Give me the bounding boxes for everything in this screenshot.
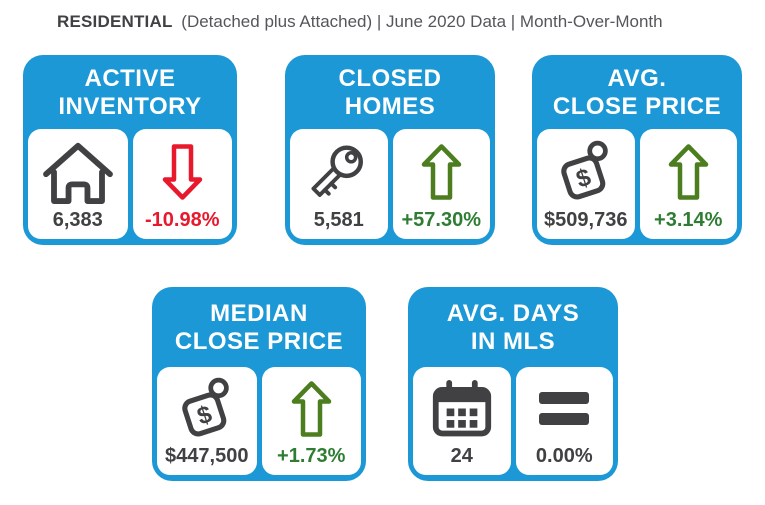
- metric-value: 6,383: [52, 209, 103, 231]
- metric-value: $447,500: [165, 445, 249, 467]
- metric-value: 5,581: [313, 209, 364, 231]
- metric-change: +1.73%: [277, 445, 346, 467]
- metric-change: -10.98%: [145, 209, 220, 231]
- value-panel: $ $509,736: [537, 129, 635, 239]
- header: RESIDENTIAL (Detached plus Attached) | J…: [57, 10, 663, 34]
- metric-card-avg-days-in-mls: AVG. DAYS IN MLS 24: [408, 287, 618, 481]
- card-title: CLOSED HOMES: [290, 57, 490, 129]
- card-title: AVG. DAYS IN MLS: [413, 289, 613, 367]
- metric-change: 0.00%: [535, 445, 593, 467]
- card-title-line1: MEDIAN: [210, 300, 308, 327]
- card-title-line1: AVG. DAYS: [446, 300, 580, 327]
- value-panel: 5,581: [290, 129, 388, 239]
- card-body: $ $447,500 +1.73%: [157, 367, 361, 475]
- metric-value: $509,736: [544, 209, 628, 231]
- up-arrow-icon: [289, 373, 334, 444]
- card-title: ACTIVE INVENTORY: [28, 57, 232, 129]
- metric-value: 24: [450, 445, 473, 467]
- header-subtitle: (Detached plus Attached) | June 2020 Dat…: [181, 12, 663, 31]
- card-title: MEDIAN CLOSE PRICE: [157, 289, 361, 367]
- card-body: 5,581 +57.30%: [290, 129, 490, 239]
- value-panel: $ $447,500: [157, 367, 257, 475]
- metric-card-median-close-price: MEDIAN CLOSE PRICE $ $447,500: [152, 287, 366, 481]
- metric-change: +57.30%: [401, 209, 481, 231]
- change-panel: +57.30%: [392, 129, 490, 239]
- value-panel: 24: [413, 367, 511, 475]
- card-title-line2: INVENTORY: [58, 93, 202, 120]
- card-title-line1: AVG.: [607, 65, 667, 92]
- card-title-line2: CLOSE PRICE: [552, 93, 722, 120]
- card-title: AVG. CLOSE PRICE: [537, 57, 737, 129]
- key-icon: [307, 135, 371, 208]
- up-arrow-icon: [419, 135, 464, 208]
- price-tag-icon: $: [172, 373, 242, 444]
- down-arrow-icon: [160, 135, 205, 208]
- card-body: 24 0.00%: [413, 367, 613, 475]
- house-icon: [40, 135, 116, 208]
- metric-card-avg-close-price: AVG. CLOSE PRICE $ $509,736: [532, 55, 742, 245]
- change-panel: -10.98%: [132, 129, 232, 239]
- price-tag-icon: $: [551, 135, 621, 208]
- card-title-line1: ACTIVE: [84, 65, 176, 92]
- change-panel: 0.00%: [515, 367, 613, 475]
- value-panel: 6,383: [28, 129, 128, 239]
- calendar-icon: [430, 373, 494, 444]
- equals-icon: [539, 373, 590, 444]
- card-title-line1: CLOSED: [338, 65, 442, 92]
- metric-card-active-inventory: ACTIVE INVENTORY 6,383 -10.9: [23, 55, 237, 245]
- header-brand: RESIDENTIAL: [57, 12, 173, 31]
- metric-card-closed-homes: CLOSED HOMES 5,581: [285, 55, 495, 245]
- up-arrow-icon: [666, 135, 711, 208]
- card-body: 6,383 -10.98%: [28, 129, 232, 239]
- change-panel: +1.73%: [261, 367, 361, 475]
- card-title-line2: HOMES: [344, 93, 436, 120]
- card-title-line2: IN MLS: [470, 328, 556, 355]
- metric-change: +3.14%: [654, 209, 723, 231]
- change-panel: +3.14%: [639, 129, 737, 239]
- card-title-line2: CLOSE PRICE: [174, 328, 344, 355]
- card-body: $ $509,736 +3.14%: [537, 129, 737, 239]
